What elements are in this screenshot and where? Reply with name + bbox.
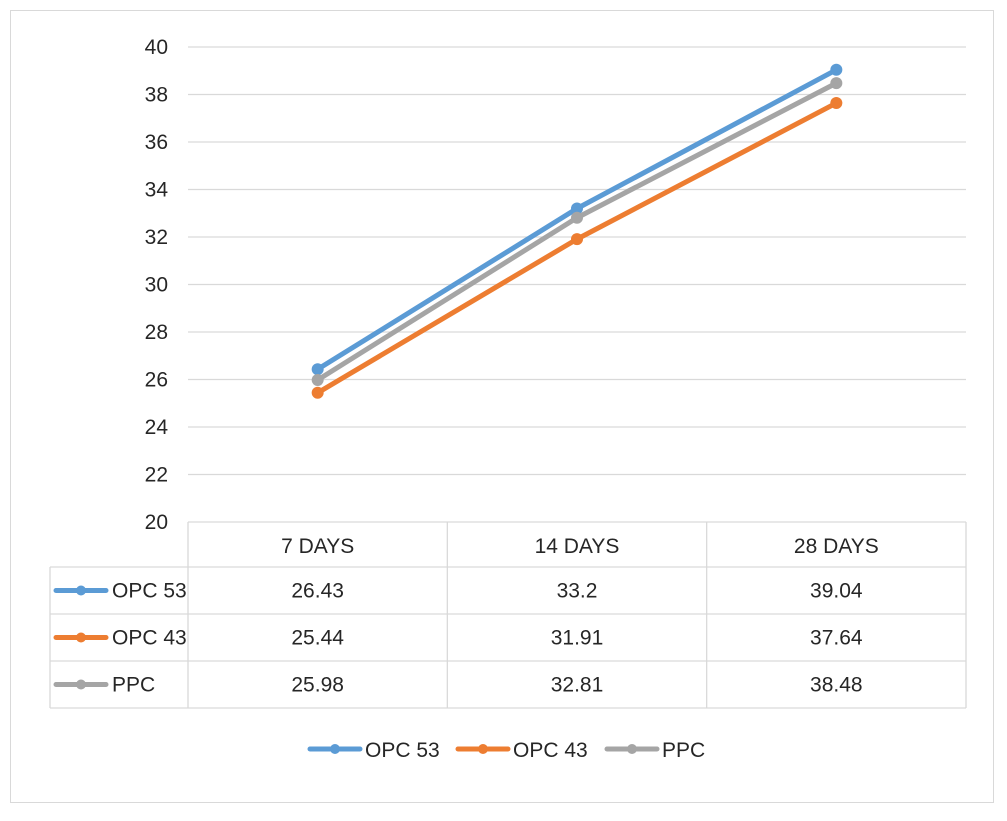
y-axis-tick-labels: 20 22 24 26 28 30 32 34 36 38 40 [145,36,169,534]
table-legend-marker [76,632,86,643]
table-cell-value: 37.64 [810,627,863,650]
y-tick-label: 40 [145,36,168,59]
table-cell-value: 25.44 [291,627,344,650]
data-point [830,77,843,90]
table-cell-value: 26.43 [291,580,344,603]
data-point [830,63,843,76]
legend: OPC 53 OPC 43 PPC [307,739,705,762]
table-series-name: OPC 53 [112,580,187,603]
data-point [311,386,324,399]
data-point [830,97,843,110]
data-point [311,363,324,376]
table-cell-value: 32.81 [551,674,604,697]
y-tick-label: 32 [145,226,168,249]
data-point [571,202,583,215]
legend-marker [627,744,637,754]
table-series-name: OPC 43 [112,627,187,650]
table-legend-marker [76,679,86,690]
data-point [571,233,583,246]
x-category-label: 7 DAYS [281,535,354,558]
legend-marker [478,744,488,754]
y-tick-label: 20 [145,511,168,534]
x-category-label: 14 DAYS [535,535,620,558]
gridlines [188,46,966,476]
y-tick-label: 30 [145,274,168,297]
data-point [311,373,324,386]
table-cell-value: 31.91 [551,627,604,650]
plot-series [311,63,843,399]
table-cell-value: 38.48 [810,674,863,697]
table-cell-value: 39.04 [810,580,863,603]
table-cell-value: 33.2 [557,580,598,603]
y-tick-label: 24 [145,416,169,439]
series-line [315,100,839,396]
y-tick-label: 28 [145,321,168,344]
table-series-name: PPC [112,674,155,697]
data-table: 7 DAYS 14 DAYS 28 DAYS OPC 53 26.43 33.2 39.04… [49,521,967,709]
y-tick-label: 26 [145,369,168,392]
legend-label: OPC 53 [365,739,440,762]
data-point [571,211,583,224]
table-legend-marker [76,585,86,596]
series-line [315,80,839,383]
legend-label: PPC [662,739,705,762]
legend-label: OPC 43 [513,739,588,762]
y-tick-label: 34 [145,179,169,202]
x-category-label: 28 DAYS [794,535,879,558]
legend-marker [330,744,340,754]
table-cell-value: 25.98 [291,674,344,697]
y-tick-label: 38 [145,84,168,107]
y-tick-label: 22 [145,464,168,487]
y-tick-label: 36 [145,131,168,154]
